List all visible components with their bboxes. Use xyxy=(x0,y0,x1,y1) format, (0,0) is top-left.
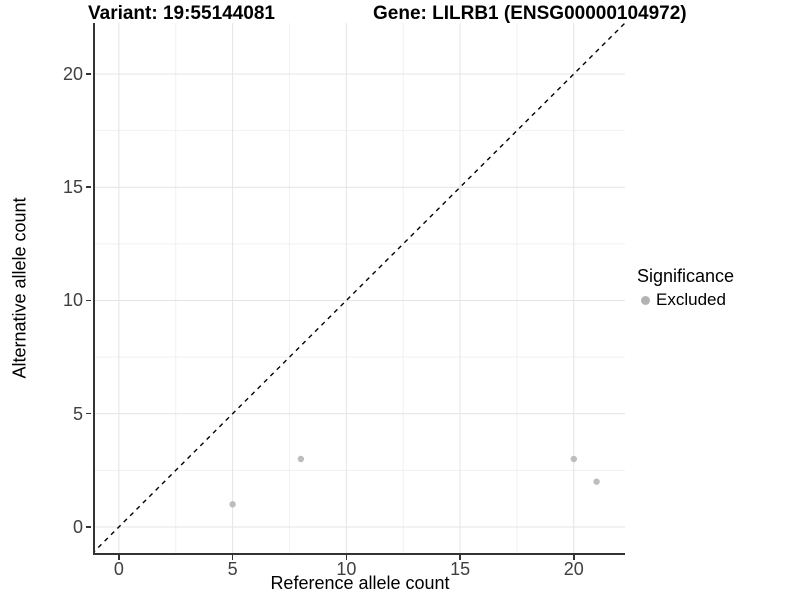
legend-title: Significance xyxy=(637,266,735,286)
y-tick-mark xyxy=(86,299,91,302)
y-tick-label: 20 xyxy=(62,63,83,84)
x-tick-mark xyxy=(118,555,120,560)
legend-entry-excluded: Excluded xyxy=(637,290,734,310)
x-tick-mark xyxy=(231,555,234,560)
x-tick-mark xyxy=(345,555,348,560)
x-tick-mark xyxy=(573,555,575,560)
y-tick-mark xyxy=(86,186,91,188)
y-tick-mark xyxy=(86,526,91,528)
x-tick-label: 20 xyxy=(563,559,584,579)
x-tick-label: 10 xyxy=(336,559,357,579)
x-tick-label: 15 xyxy=(450,559,471,579)
plot-title-gene: Gene: LILRB1 (ENSG00000104972) xyxy=(373,3,687,24)
y-tick-label: 15 xyxy=(62,177,83,198)
y-tick-mark xyxy=(86,412,91,415)
y-tick-label: 0 xyxy=(72,516,83,537)
y-tick-mark xyxy=(86,73,91,75)
legend: Significance Excluded xyxy=(637,266,734,310)
y-tick-label: 10 xyxy=(62,290,83,311)
x-tick-mark xyxy=(459,555,461,560)
x-tick-label: 0 xyxy=(113,559,124,579)
plot-panel xyxy=(93,23,625,555)
y-axis-title: Alternative allele count xyxy=(9,197,30,379)
plot-canvas xyxy=(95,23,625,553)
y-tick-label: 5 xyxy=(72,403,83,424)
legend-entry-label: Excluded xyxy=(656,290,726,309)
x-axis-title: Reference allele count xyxy=(270,573,450,593)
legend-point-icon xyxy=(641,295,650,305)
x-tick-label: 5 xyxy=(227,559,238,579)
plot-title-variant: Variant: 19:55144081 xyxy=(88,3,275,24)
